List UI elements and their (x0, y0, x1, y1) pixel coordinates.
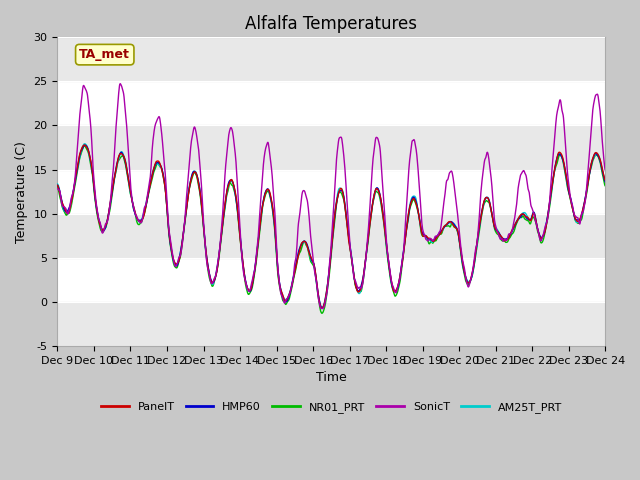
NR01_PRT (163, 198, 170, 204)
Line: HMP60: HMP60 (58, 145, 605, 308)
HMP60 (163, 196, 170, 202)
Bar (58, 37, 605, 82)
SonicT (163, 187, 170, 193)
SonicT (489, 193, 497, 199)
SonicT (318, 306, 326, 312)
NR01_PRT (417, 229, 425, 235)
HMP60 (489, 216, 497, 222)
NR01_PRT (81, 142, 88, 148)
PanelT (163, 197, 170, 203)
Line: NR01_PRT: NR01_PRT (58, 145, 605, 313)
HMP60 (54, 182, 61, 188)
NR01_PRT (602, 183, 609, 189)
HMP60 (417, 226, 425, 231)
HMP60 (318, 305, 326, 311)
Title: Alfalfa Temperatures: Alfalfa Temperatures (245, 15, 417, 33)
SonicT (417, 210, 425, 216)
PanelT (54, 182, 61, 188)
NR01_PRT (176, 256, 184, 262)
Line: PanelT: PanelT (58, 145, 605, 309)
AM25T_PRT (163, 196, 170, 202)
Y-axis label: Temperature (C): Temperature (C) (15, 141, 28, 242)
PanelT (176, 255, 184, 261)
HMP60 (81, 142, 89, 148)
SonicT (237, 241, 244, 247)
NR01_PRT (537, 240, 545, 246)
Line: AM25T_PRT: AM25T_PRT (58, 144, 605, 309)
PanelT (489, 216, 497, 221)
AM25T_PRT (417, 227, 425, 232)
Bar (58, 214, 605, 258)
PanelT (417, 227, 425, 232)
PanelT (81, 142, 88, 148)
X-axis label: Time: Time (316, 371, 347, 384)
AM25T_PRT (489, 215, 497, 221)
HMP60 (537, 235, 545, 240)
Line: SonicT: SonicT (58, 84, 605, 309)
SonicT (54, 186, 61, 192)
NR01_PRT (237, 244, 244, 250)
AM25T_PRT (237, 242, 244, 248)
AM25T_PRT (54, 181, 61, 187)
AM25T_PRT (602, 178, 609, 183)
SonicT (116, 81, 124, 86)
HMP60 (176, 254, 184, 260)
Bar (58, 302, 605, 346)
HMP60 (602, 180, 609, 185)
AM25T_PRT (81, 141, 89, 146)
PanelT (602, 178, 609, 183)
SonicT (537, 238, 545, 244)
HMP60 (237, 242, 244, 248)
Bar (58, 125, 605, 169)
AM25T_PRT (176, 253, 184, 259)
NR01_PRT (489, 216, 497, 222)
PanelT (237, 243, 244, 249)
AM25T_PRT (537, 236, 545, 242)
Text: TA_met: TA_met (79, 48, 130, 61)
AM25T_PRT (318, 306, 326, 312)
NR01_PRT (318, 311, 326, 316)
Legend: PanelT, HMP60, NR01_PRT, SonicT, AM25T_PRT: PanelT, HMP60, NR01_PRT, SonicT, AM25T_P… (97, 397, 566, 418)
NR01_PRT (54, 183, 61, 189)
SonicT (176, 253, 184, 259)
PanelT (537, 236, 545, 241)
PanelT (318, 306, 326, 312)
SonicT (602, 168, 609, 174)
